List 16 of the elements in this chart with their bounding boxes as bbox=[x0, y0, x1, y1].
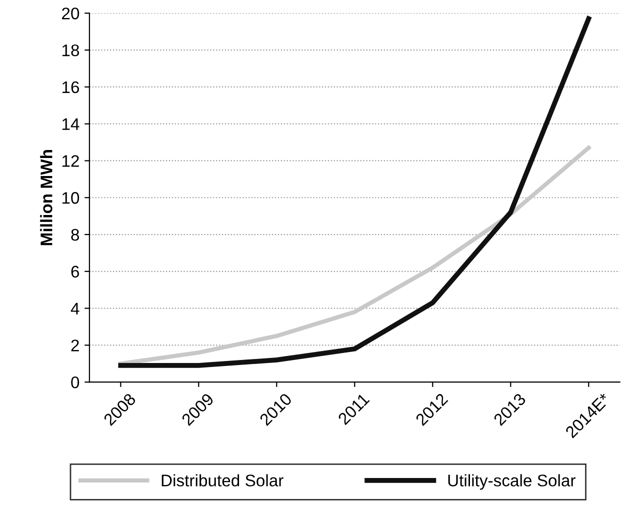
y-tick-label: 14 bbox=[62, 118, 80, 130]
legend-label: Utility-scale Solar bbox=[448, 474, 576, 490]
y-tick-label: 6 bbox=[71, 266, 80, 278]
y-tick-label: 8 bbox=[71, 228, 80, 241]
legend-label: Distributed Solar bbox=[162, 474, 284, 486]
y-tick-label: 12 bbox=[62, 155, 79, 167]
y-tick-label: 20 bbox=[62, 8, 80, 20]
y-tick-label: 4 bbox=[70, 302, 80, 314]
line-series bbox=[118, 16, 592, 368]
y-tick-label: 16 bbox=[62, 81, 80, 94]
line-series bbox=[118, 146, 591, 366]
y-axis-title: Million MWh bbox=[40, 150, 52, 246]
y-tick-label: 10 bbox=[62, 192, 80, 204]
y-tick-label: 2 bbox=[71, 340, 79, 352]
y-tick-label: 0 bbox=[71, 376, 80, 388]
y-tick-label: 18 bbox=[62, 44, 80, 56]
